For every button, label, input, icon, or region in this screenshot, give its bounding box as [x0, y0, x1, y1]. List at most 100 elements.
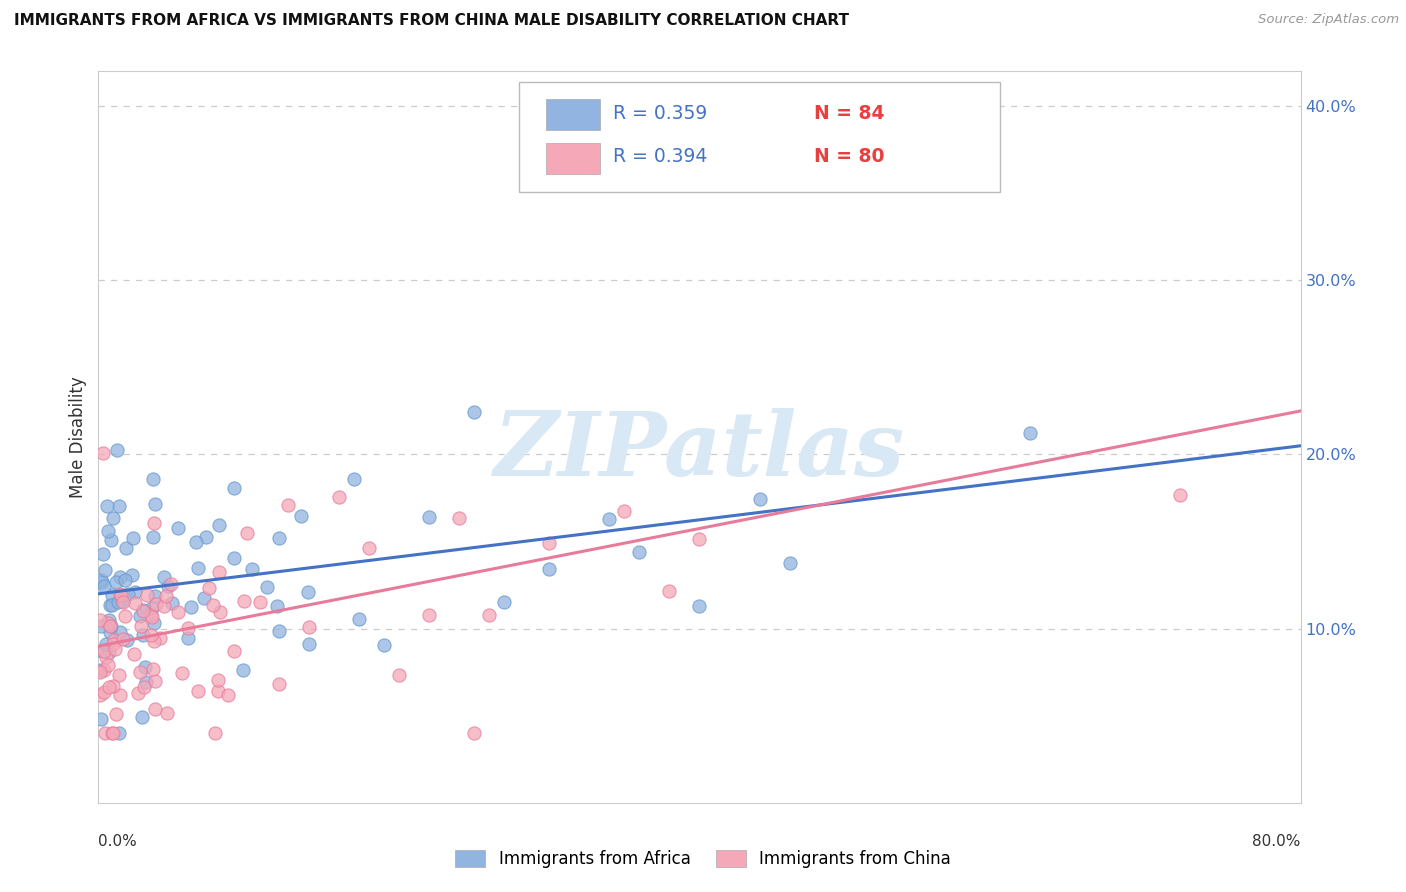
Y-axis label: Male Disability: Male Disability [69, 376, 87, 498]
Point [224, 644, 246, 658]
Point [779, 556, 801, 570]
Point [347, 612, 370, 626]
Point [357, 541, 380, 555]
Point [388, 668, 411, 682]
Point [184, 535, 207, 549]
Point [156, 579, 179, 593]
Point [96, 499, 118, 513]
Point [91, 445, 114, 459]
Point [143, 673, 166, 688]
Point [266, 599, 288, 614]
Point [1019, 426, 1042, 441]
Point [232, 663, 254, 677]
Point [91, 547, 114, 561]
Point [689, 533, 711, 547]
Point [97, 613, 120, 627]
Point [628, 545, 651, 559]
Point [166, 521, 188, 535]
Point [208, 565, 231, 579]
Point [538, 562, 561, 576]
Text: Source: ZipAtlas.com: Source: ZipAtlas.com [1258, 13, 1399, 27]
Point [89, 614, 111, 628]
Point [153, 599, 176, 613]
Point [97, 645, 120, 659]
Point [117, 587, 139, 601]
Point [141, 600, 163, 615]
Point [111, 632, 134, 646]
Point [98, 619, 121, 633]
Point [93, 663, 115, 677]
Point [100, 726, 122, 740]
Point [96, 637, 118, 651]
Point [131, 603, 153, 617]
Point [89, 688, 111, 702]
Point [108, 726, 131, 740]
Point [110, 624, 132, 639]
Point [256, 580, 278, 594]
Point [127, 686, 149, 700]
Point [269, 531, 291, 545]
Point [373, 638, 395, 652]
Point [463, 405, 485, 419]
Point [101, 637, 124, 651]
Point [177, 621, 200, 635]
Point [197, 582, 219, 596]
Point [107, 594, 129, 608]
Point [129, 665, 152, 679]
Point [277, 499, 299, 513]
Point [100, 598, 122, 612]
Point [101, 679, 124, 693]
Point [93, 563, 115, 577]
Point [101, 588, 124, 602]
Point [418, 510, 440, 524]
Point [141, 608, 163, 623]
Point [108, 587, 131, 601]
Point [207, 684, 229, 698]
Point [418, 607, 440, 622]
Point [236, 526, 259, 541]
Point [240, 562, 263, 576]
Point [104, 642, 127, 657]
Point [447, 510, 470, 524]
Point [90, 574, 112, 588]
Point [96, 650, 118, 665]
Point [538, 535, 561, 549]
Point [217, 688, 239, 702]
Point [298, 619, 321, 633]
Point [142, 516, 165, 530]
Point [343, 471, 366, 485]
Point [613, 504, 636, 518]
Point [111, 593, 134, 607]
Point [143, 589, 166, 603]
Point [155, 589, 177, 603]
Point [115, 632, 138, 647]
Point [100, 598, 122, 612]
Text: IMMIGRANTS FROM AFRICA VS IMMIGRANTS FROM CHINA MALE DISABILITY CORRELATION CHAR: IMMIGRANTS FROM AFRICA VS IMMIGRANTS FRO… [14, 13, 849, 29]
FancyBboxPatch shape [546, 143, 600, 174]
Point [97, 616, 120, 631]
Point [208, 517, 231, 532]
Point [204, 726, 226, 740]
FancyBboxPatch shape [546, 99, 600, 130]
Point [1170, 488, 1192, 502]
Point [142, 633, 165, 648]
Point [298, 637, 321, 651]
Point [128, 609, 150, 624]
Point [202, 599, 225, 613]
Point [89, 663, 111, 677]
Point [748, 491, 770, 506]
Point [162, 596, 184, 610]
Point [110, 570, 132, 584]
Point [122, 647, 145, 661]
Point [598, 512, 620, 526]
Point [194, 530, 217, 544]
Point [208, 605, 231, 619]
Point [145, 597, 167, 611]
Point [132, 680, 155, 694]
Point [93, 644, 115, 658]
Text: N = 80: N = 80 [814, 147, 884, 167]
Point [170, 665, 193, 680]
Point [89, 619, 111, 633]
Text: R = 0.394: R = 0.394 [613, 147, 707, 167]
Point [115, 541, 138, 556]
